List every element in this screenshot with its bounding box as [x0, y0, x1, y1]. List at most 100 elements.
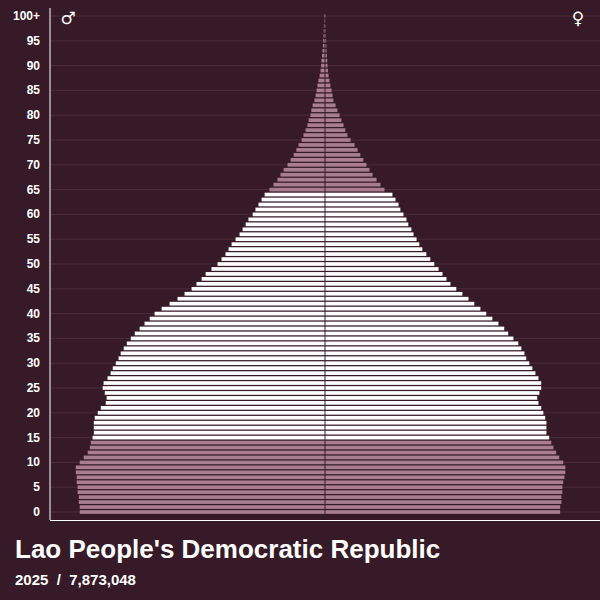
bar [281, 173, 325, 177]
background [0, 0, 600, 600]
bar [309, 118, 325, 122]
bar [79, 500, 325, 504]
tick-label: 25 [27, 381, 41, 395]
bar [326, 64, 328, 68]
bar [326, 128, 346, 132]
bar [113, 366, 325, 370]
bar [307, 123, 324, 127]
bar [323, 24, 325, 28]
bar [236, 237, 325, 241]
bar [326, 495, 562, 499]
bar [326, 242, 420, 246]
subtitle: 2025 / 7,873,048 [15, 571, 136, 588]
bar [317, 84, 324, 88]
bar [326, 332, 509, 336]
bar [311, 108, 324, 112]
bar [291, 158, 325, 162]
bar [326, 401, 539, 405]
bar [318, 79, 324, 83]
bar [101, 406, 325, 410]
bar [317, 89, 325, 93]
bar [78, 490, 325, 494]
bar [325, 34, 326, 38]
bar [326, 84, 331, 88]
bar [326, 297, 469, 301]
bar [326, 356, 527, 360]
legend-symbol: ♂ [60, 8, 75, 28]
bar [310, 113, 324, 117]
tick-label: 95 [27, 34, 41, 48]
bar [326, 307, 481, 311]
bar [326, 148, 358, 152]
bar [77, 475, 325, 479]
bar [322, 54, 324, 58]
bar [135, 332, 325, 336]
bar [192, 287, 325, 291]
bar [325, 14, 326, 18]
bar [76, 470, 325, 474]
bar [284, 168, 325, 172]
bar [84, 456, 325, 460]
bar [326, 361, 530, 365]
bar [326, 108, 338, 112]
bar [326, 69, 328, 73]
grid-line [50, 264, 600, 265]
bar [303, 133, 324, 137]
tick-label: 75 [27, 133, 41, 147]
bar [326, 237, 417, 241]
bar [323, 29, 325, 33]
bar [326, 371, 536, 375]
bar [326, 262, 435, 266]
bar [259, 203, 325, 207]
bar [323, 44, 325, 48]
bar [243, 227, 325, 231]
bar [326, 466, 566, 470]
bar [326, 168, 370, 172]
y-axis [50, 8, 51, 520]
bar [326, 431, 547, 435]
bar [326, 183, 381, 187]
bar [326, 461, 564, 465]
bar [140, 327, 325, 331]
bar [324, 19, 325, 23]
bar [288, 163, 325, 167]
bar [326, 302, 475, 306]
bar [296, 148, 324, 152]
bar [80, 510, 325, 514]
bar [326, 227, 412, 231]
chart: 0510152025303540455055606570758085909510… [0, 0, 600, 600]
bar [326, 480, 564, 484]
bar [79, 495, 325, 499]
bar [326, 198, 396, 202]
bar [121, 351, 325, 355]
tick-label: 55 [27, 232, 41, 246]
bar [306, 128, 325, 132]
bar [326, 272, 443, 276]
bar [326, 143, 355, 147]
grid-line [50, 214, 600, 215]
grid-line [50, 189, 600, 190]
bar [326, 193, 393, 197]
tick-label: 85 [27, 83, 41, 97]
bar [326, 74, 329, 78]
bar [124, 346, 325, 350]
bar [178, 297, 325, 301]
bar [229, 247, 325, 251]
bar [326, 317, 493, 321]
bar [326, 49, 327, 53]
bar [127, 342, 325, 346]
tick-label: 0 [33, 505, 40, 519]
grid-line [50, 40, 600, 41]
x-axis [50, 520, 600, 521]
bar [326, 416, 546, 420]
bar [326, 89, 332, 93]
bar [150, 317, 325, 321]
bar [222, 257, 325, 261]
bar [90, 446, 325, 450]
bar [302, 138, 325, 142]
bar [326, 188, 385, 192]
bar [326, 158, 364, 162]
bar [80, 505, 325, 509]
bar [326, 59, 328, 63]
bar [326, 406, 542, 410]
